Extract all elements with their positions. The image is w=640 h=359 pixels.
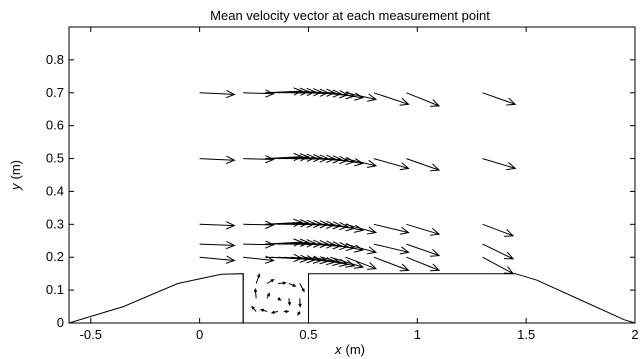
velocity-vectors	[199, 87, 517, 316]
velocity-vector	[345, 92, 378, 102]
x-tick-label: -0.5	[80, 327, 102, 342]
x-tick-label: 0	[196, 327, 203, 342]
y-axis-unit: (m)	[8, 160, 23, 180]
cavity-vector	[270, 310, 279, 314]
velocity-vector	[406, 158, 441, 172]
velocity-vector	[271, 238, 310, 247]
x-tick-label: 2	[631, 327, 638, 342]
velocity-vector	[199, 221, 236, 230]
y-tick-label: 0	[57, 315, 64, 330]
cavity-vector	[255, 273, 261, 284]
velocity-vector	[345, 243, 378, 255]
y-tick-label: 0.7	[46, 85, 64, 100]
boundary-outline	[68, 273, 636, 324]
velocity-vector	[330, 92, 365, 101]
chart-title: Mean velocity vector at each measurement…	[210, 8, 490, 23]
cavity-vector	[277, 297, 282, 301]
cavity-vector	[266, 292, 270, 299]
x-axis-unit: (m)	[346, 342, 366, 357]
x-tick-label: 1.5	[517, 327, 535, 342]
y-tick-label: 0.2	[46, 249, 64, 264]
velocity-vector	[330, 256, 365, 269]
velocity-vector	[243, 220, 275, 229]
y-tick-label: 0.5	[46, 151, 64, 166]
velocity-vector	[199, 240, 236, 250]
velocity-vector	[406, 256, 441, 272]
x-axis-variable: x	[334, 342, 342, 357]
velocity-vector	[373, 243, 410, 255]
cavity-vector	[283, 309, 289, 314]
velocity-vector	[373, 92, 410, 106]
y-tick-label: 0.3	[46, 216, 64, 231]
cavity-vector	[277, 281, 287, 285]
velocity-vector	[199, 155, 236, 164]
velocity-vector	[373, 223, 410, 235]
y-tick-label: 0.8	[46, 52, 64, 67]
velocity-vector	[406, 223, 441, 236]
velocity-vector	[330, 158, 365, 167]
cavity-vector	[253, 287, 258, 299]
plot-area	[68, 26, 636, 324]
y-tick-label: 0.4	[46, 183, 64, 198]
velocity-vector	[482, 256, 515, 275]
velocity-vector	[243, 240, 275, 249]
x-tick-label: 1	[414, 327, 421, 342]
velocity-vector	[482, 243, 515, 260]
cavity-vector	[288, 283, 297, 287]
y-tick-label: 0.6	[46, 118, 64, 133]
cavity-vector	[266, 278, 275, 284]
x-axis-ticks: -0.5 0 0.5 1 1.5 2	[80, 27, 639, 342]
y-axis-ticks: 0 0.1 0.2 0.3 0.4 0.5 0.6 0.7 0.8	[46, 52, 635, 330]
cavity-vector	[287, 298, 292, 307]
x-tick-label: 0.5	[299, 327, 317, 342]
y-tick-label: 0.1	[46, 282, 64, 297]
velocity-vector	[406, 92, 441, 107]
x-axis-label: x (m)	[334, 342, 365, 357]
y-axis-variable: y	[8, 182, 23, 191]
velocity-vector	[345, 256, 378, 270]
velocity-vector	[271, 153, 310, 162]
velocity-vector	[482, 223, 515, 237]
velocity-vector	[482, 158, 517, 171]
velocity-vector	[199, 255, 236, 264]
velocity-vector	[373, 158, 410, 171]
cavity-vector	[299, 283, 305, 293]
velocity-vector	[345, 223, 378, 235]
y-axis-label: y (m)	[8, 160, 23, 191]
cavity-vector	[298, 298, 302, 308]
velocity-vector	[243, 155, 275, 164]
boundary-line	[68, 273, 636, 324]
cavity-vector	[259, 308, 268, 312]
velocity-vector	[345, 158, 378, 168]
velocity-vector	[406, 243, 441, 257]
velocity-vector	[330, 223, 365, 233]
velocity-vector	[284, 153, 323, 163]
velocity-vector	[330, 243, 365, 253]
velocity-vector	[243, 89, 275, 98]
velocity-vector	[321, 256, 356, 268]
velocity-vector	[373, 256, 410, 272]
velocity-vector	[482, 92, 517, 106]
cavity-vector	[251, 305, 257, 312]
velocity-vector	[264, 218, 304, 227]
cavity-vector	[297, 311, 301, 316]
velocity-vector	[199, 89, 236, 99]
